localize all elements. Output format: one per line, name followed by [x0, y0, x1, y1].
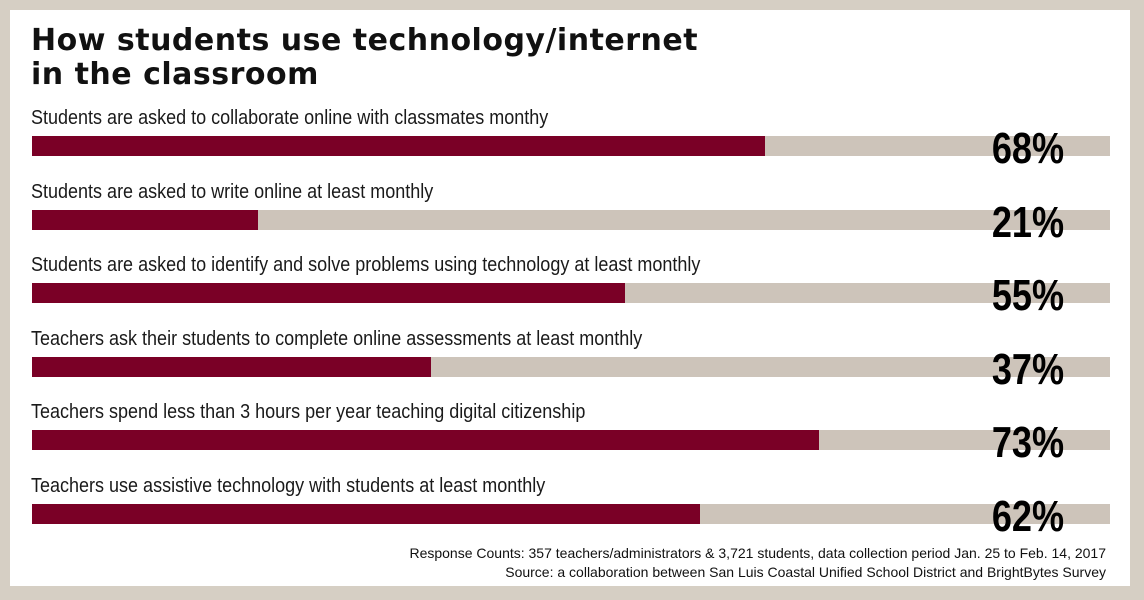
bar-track: [32, 283, 1110, 303]
bar: [32, 136, 766, 156]
bar-track: [32, 136, 1110, 156]
bar-label: Teachers use assistive technology with s…: [31, 474, 546, 497]
bar-value-label: 37%: [991, 344, 1064, 394]
bar-track: [32, 209, 1110, 230]
chart-title-line-1: How students use technology/internet: [31, 23, 699, 58]
bar-row: Teachers spend less than 3 hours per yea…: [10, 400, 1130, 470]
bar-label: Teachers spend less than 3 hours per yea…: [31, 401, 586, 423]
bar-value-label: 21%: [991, 197, 1064, 247]
chart-title-line-2: in the classroom: [31, 57, 319, 92]
bar-row: Teachers ask their students to complete …: [10, 327, 1130, 397]
bar-label: Students are asked to identify and solve…: [31, 254, 701, 276]
bar: [32, 356, 431, 377]
bar-row: Students are asked to write online at le…: [10, 180, 1130, 250]
bar: [32, 209, 259, 230]
bar-value-label: 73%: [991, 418, 1064, 467]
bar-track: [32, 356, 1110, 377]
bar-label: Teachers ask their students to complete …: [31, 327, 643, 350]
bar-value-label: 68%: [991, 124, 1064, 173]
infographic-panel: How students use technology/internet in …: [10, 10, 1130, 586]
bar-value-label: 55%: [991, 271, 1064, 320]
chart-footer: Response Counts: 357 teachers/administra…: [409, 544, 1106, 582]
bar: [32, 430, 819, 450]
bar: [32, 503, 701, 524]
bar-track: [32, 503, 1110, 524]
chart-title: How students use technology/internet in …: [31, 24, 698, 92]
bar-value-label: 62%: [991, 491, 1064, 541]
bar-row: Teachers use assistive technology with s…: [10, 474, 1130, 544]
source-note: Source: a collaboration between San Luis…: [505, 564, 1106, 580]
bar: [32, 283, 625, 303]
response-counts-note: Response Counts: 357 teachers/administra…: [409, 545, 1106, 561]
bar-label: Students are asked to collaborate online…: [31, 107, 549, 129]
bar-row: Students are asked to identify and solve…: [10, 253, 1130, 323]
bar-track: [32, 430, 1110, 450]
bar-label: Students are asked to write online at le…: [31, 180, 434, 203]
bar-row: Students are asked to collaborate online…: [10, 106, 1130, 176]
